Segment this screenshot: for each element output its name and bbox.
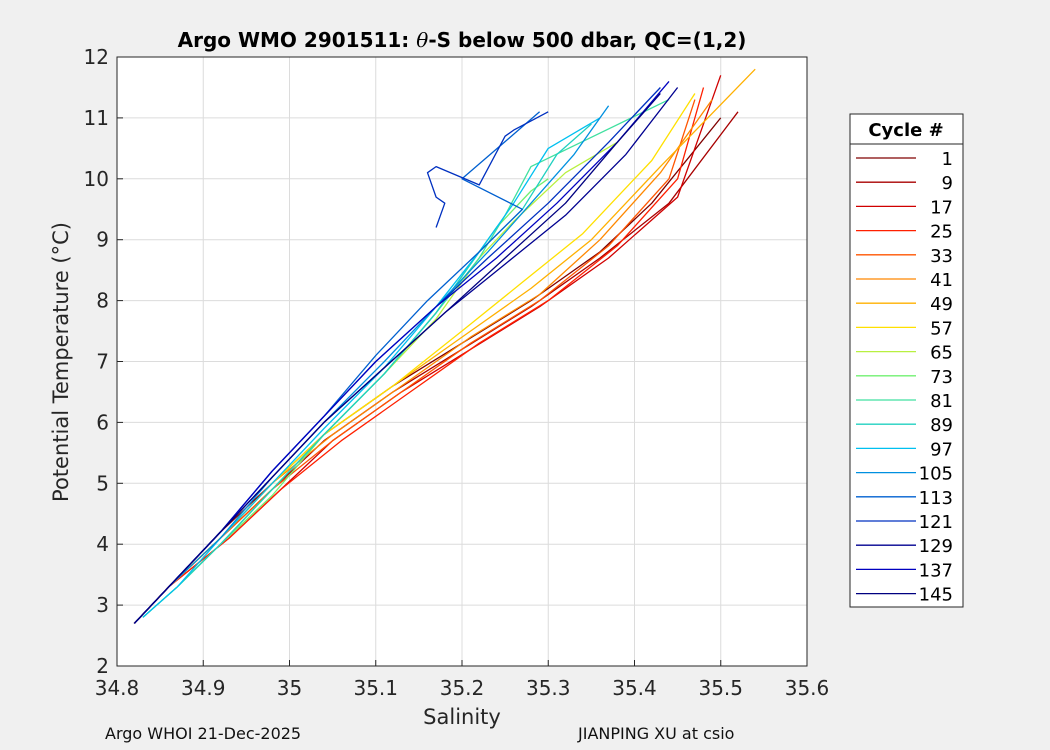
y-tick-label: 11 [84,106,109,130]
legend-label: 33 [930,246,953,267]
legend-label: 17 [930,197,953,218]
x-tick-label: 35.3 [526,676,571,700]
x-tick-label: 34.9 [181,676,226,700]
x-tick-label: 35.4 [612,676,657,700]
y-tick-label: 3 [96,593,109,617]
x-tick-label: 34.8 [95,676,140,700]
title-suffix: -S below 500 dbar, QC=(1,2) [428,28,746,52]
y-tick-label: 10 [84,167,109,191]
series-line-121 [426,111,549,228]
series-line-89 [142,123,592,618]
legend-label: 105 [919,464,953,485]
legend-label: 129 [919,536,953,557]
legend-label: 65 [930,343,953,364]
series-line-145 [133,93,661,624]
y-tick-label: 9 [96,228,109,252]
footer-right: JIANPING XU at csio [578,724,735,743]
theta-symbol: θ [416,28,428,52]
y-tick-label: 4 [96,532,109,556]
legend-label: 113 [919,488,953,509]
x-tick-label: 35 [277,676,302,700]
series-line-25 [133,87,705,624]
legend-label: 57 [930,318,953,339]
legend-label: 73 [930,367,953,388]
svg-text:Argo WMO 2901511: θ-S below 50: Argo WMO 2901511: θ-S below 500 dbar, QC… [178,28,747,52]
legend-title: Cycle # [868,120,943,141]
x-tick-label: 35.6 [785,676,830,700]
footer-left: Argo WHOI 21-Dec-2025 [105,724,302,743]
legend-box [849,113,964,608]
legend-label: 25 [930,222,953,243]
legend-entries: 1 9 17 25 33 41 49 57 65 73 81 89 97 105 113 121 129 137 1… [856,149,953,606]
x-axis-label: Salinity [423,705,501,729]
legend-label: 97 [930,439,953,460]
legend-label: 49 [930,294,953,315]
legend-label: 121 [919,512,953,533]
x-tick-label: 35.1 [353,676,398,700]
y-tick-label: 8 [96,289,109,313]
title-prefix: Argo WMO 2901511: [178,28,417,52]
legend-label: 89 [930,415,953,436]
legend-label: 1 [942,149,953,170]
y-tick-label: 5 [96,471,109,495]
series-line-105 [133,105,610,624]
legend-label: 41 [930,270,953,291]
legend: Cycle # 1 9 17 25 33 41 49 57 65 73 81 89 97 105 113 12… [849,113,964,608]
x-tick-label: 35.5 [698,676,743,700]
y-tick-label: 2 [96,654,109,678]
chart-title: Argo WMO 2901511: θ-S below 500 dbar, QC… [178,28,747,52]
legend-label: 145 [919,585,953,606]
series-layer [133,68,756,624]
y-tick-label: 6 [96,410,109,434]
ticks: 34.8 34.9 35 35.1 35.2 35.3 35.4 35.5 35.6 2 3 4 5 6 7… [84,45,830,700]
y-tick-label: 7 [96,350,109,374]
legend-label: 9 [942,173,953,194]
y-tick-label: 12 [84,45,109,69]
x-tick-label: 35.2 [440,676,485,700]
legend-label: 137 [919,560,953,581]
y-axis-label: Potential Temperature (°C) [49,222,73,502]
legend-label: 81 [930,391,953,412]
